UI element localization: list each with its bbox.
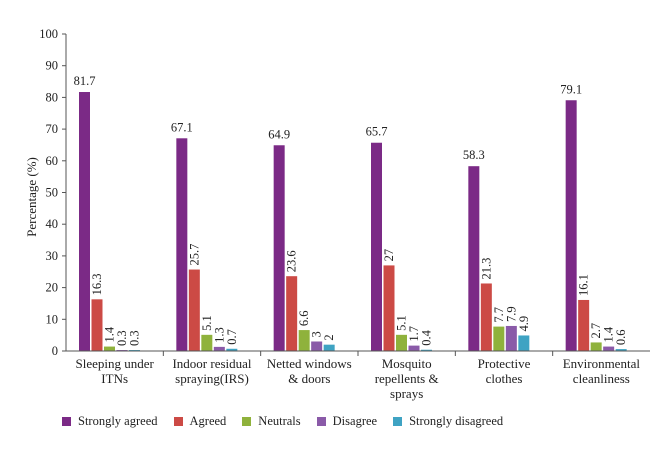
data-label: 23.6 xyxy=(285,250,299,272)
bar xyxy=(590,342,602,351)
bar xyxy=(104,346,115,351)
y-tick-label: 40 xyxy=(46,217,59,231)
bar xyxy=(615,349,627,351)
data-label: 0.6 xyxy=(614,329,628,345)
data-label: 5.1 xyxy=(200,315,214,331)
bar xyxy=(468,166,480,351)
y-axis-label: Percentage (%) xyxy=(24,157,39,237)
data-label: 27 xyxy=(382,249,396,262)
y-tick-label: 100 xyxy=(39,27,58,41)
bar xyxy=(188,269,200,351)
y-tick-label: 60 xyxy=(46,154,59,168)
x-tick-label: Protective clothes xyxy=(478,356,531,386)
bar xyxy=(371,142,382,351)
data-label: 67.1 xyxy=(171,120,193,134)
legend-label: Strongly disagreed xyxy=(409,414,504,428)
bar xyxy=(176,138,188,351)
data-label: 58.3 xyxy=(463,148,485,162)
data-label: 7.7 xyxy=(492,307,506,323)
bar xyxy=(603,346,615,351)
bar xyxy=(480,283,492,351)
data-label: 1.4 xyxy=(103,326,117,342)
data-label: 0.3 xyxy=(115,330,129,346)
bar xyxy=(298,330,310,351)
bar xyxy=(286,276,298,351)
legend-swatch xyxy=(316,417,326,426)
y-axis: 0 10 20 30 40 50 60 70 80 90 100 xyxy=(39,27,67,358)
y-tick-label: 30 xyxy=(46,249,59,263)
bar xyxy=(201,334,213,351)
legend-label: Disagree xyxy=(332,414,378,428)
legend-item: Agreed xyxy=(173,414,227,429)
bar xyxy=(273,145,285,351)
data-label: 79.1 xyxy=(560,82,582,96)
legend-label: Strongly agreed xyxy=(78,414,158,428)
y-tick-label: 70 xyxy=(46,122,59,136)
bar xyxy=(213,346,225,351)
legend-swatch xyxy=(242,417,252,426)
y-tick-label: 90 xyxy=(46,59,59,73)
bar xyxy=(91,299,103,351)
data-label: 1.4 xyxy=(602,326,616,342)
bar xyxy=(421,349,432,351)
bar xyxy=(226,348,238,351)
bar xyxy=(493,326,505,351)
bars xyxy=(79,92,627,352)
bar xyxy=(396,334,407,351)
data-label: 0.7 xyxy=(225,329,239,345)
x-axis: Sleeping under ITNs Indoor residual sprayin… xyxy=(66,350,650,401)
data-label: 4.9 xyxy=(517,316,531,332)
bar xyxy=(79,92,90,352)
x-tick-label: Netted windows & doors xyxy=(267,356,352,386)
y-tick-label: 20 xyxy=(46,281,59,295)
bar xyxy=(578,299,590,351)
data-label: 64.9 xyxy=(268,127,290,141)
legend-label: Neutrals xyxy=(258,414,301,428)
bar xyxy=(518,335,530,351)
data-label: 2.7 xyxy=(589,323,603,339)
legend-swatch xyxy=(62,417,71,426)
legend-swatch xyxy=(393,417,403,426)
data-label: 16.1 xyxy=(577,274,591,296)
data-label: 25.7 xyxy=(187,244,201,266)
data-label: 3 xyxy=(310,331,324,337)
bar xyxy=(408,345,420,351)
bar xyxy=(311,341,323,351)
legend-item: Disagree xyxy=(316,414,378,429)
bar xyxy=(323,344,335,351)
data-label: 81.7 xyxy=(74,74,96,88)
x-tick-label: Mosquito repellents & sprays xyxy=(375,356,439,401)
legend-label: Agreed xyxy=(189,414,227,428)
data-label: 7.9 xyxy=(504,306,518,322)
legend: Strongly agreed Agreed Neutrals Disagree Str… xyxy=(62,414,519,429)
bar xyxy=(565,100,577,352)
data-label: 16.3 xyxy=(90,273,104,295)
data-label: 21.3 xyxy=(479,258,493,280)
bar xyxy=(383,265,395,351)
data-label: 6.6 xyxy=(297,310,311,326)
y-tick-label: 0 xyxy=(52,344,58,358)
data-labels: 81.767.1 64.9 65.758.379.116.325.7 23.6 2721… xyxy=(74,74,629,346)
data-label: 0.3 xyxy=(128,330,142,346)
y-tick-label: 50 xyxy=(46,186,59,200)
x-tick-label: Sleeping under ITNs xyxy=(75,356,154,386)
data-label: 1.3 xyxy=(212,327,226,343)
data-label: 2 xyxy=(322,334,336,340)
bar xyxy=(505,325,517,351)
x-tick-label: Indoor residual spraying(IRS) xyxy=(172,356,251,386)
legend-item: Strongly disagreed xyxy=(393,414,503,429)
legend-item: Neutrals xyxy=(242,414,301,429)
data-label: 5.1 xyxy=(395,315,409,331)
y-tick-label: 10 xyxy=(46,312,59,326)
x-tick-label: Environmental cleanliness xyxy=(563,356,641,386)
data-label: 0.4 xyxy=(420,329,434,345)
legend-item: Strongly agreed xyxy=(62,414,158,429)
y-tick-label: 80 xyxy=(46,90,59,104)
legend-swatch xyxy=(173,417,183,426)
data-label: 65.7 xyxy=(366,125,388,139)
data-label: 1.7 xyxy=(407,326,421,342)
